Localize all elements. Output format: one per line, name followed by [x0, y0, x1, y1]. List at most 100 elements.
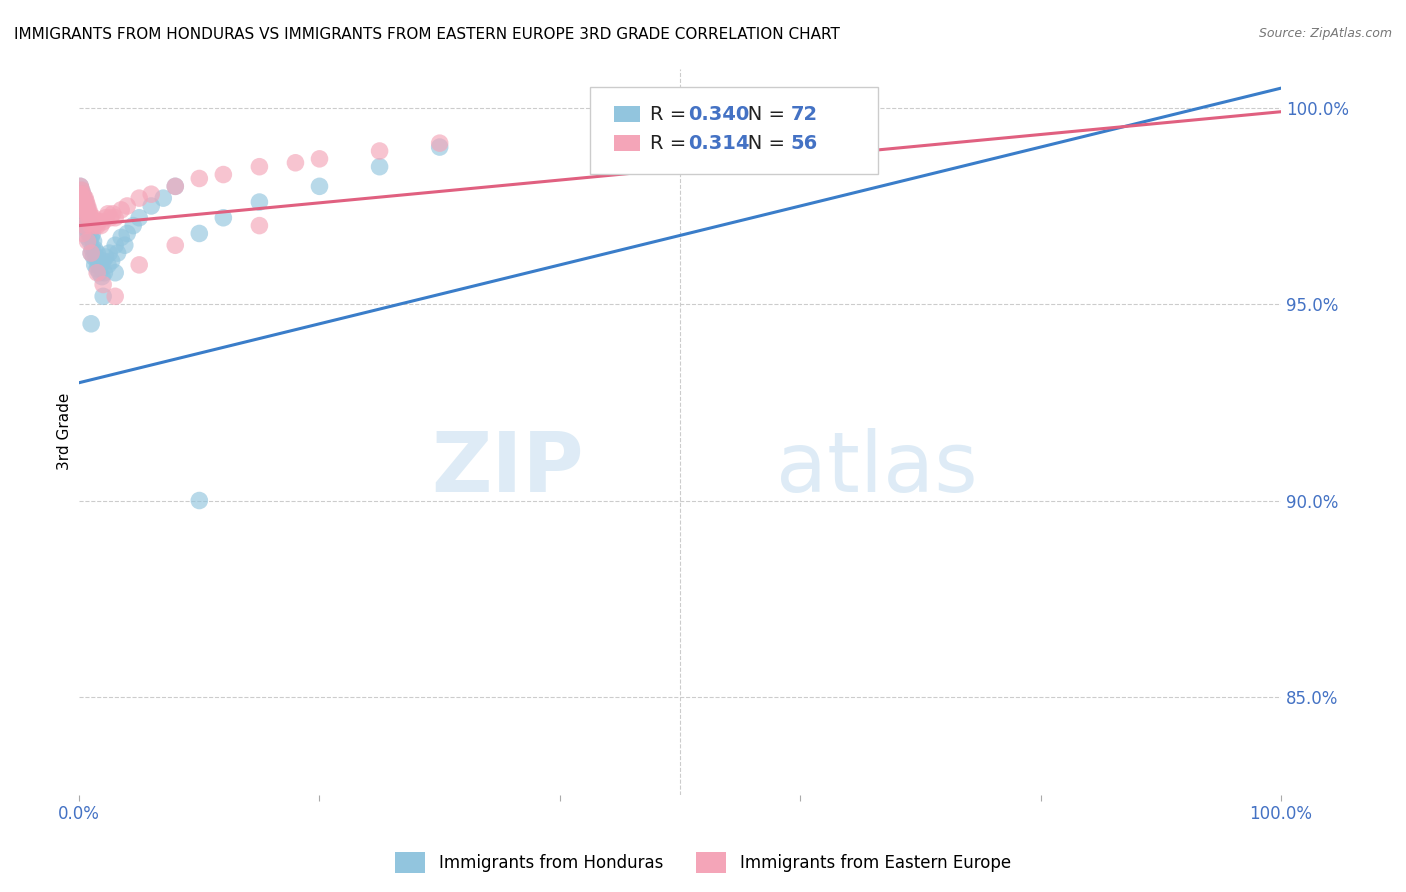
- Point: [91, 269, 114, 284]
- Point: [83, 242, 105, 256]
- Point: [80, 317, 103, 331]
- Text: 0.340: 0.340: [689, 104, 749, 124]
- Point: [165, 238, 187, 252]
- Point: [72, 211, 94, 225]
- Point: [429, 136, 451, 150]
- Point: [79, 207, 101, 221]
- Point: [73, 199, 96, 213]
- Point: [82, 242, 104, 256]
- Point: [188, 493, 211, 508]
- Point: [73, 199, 96, 213]
- Point: [86, 261, 108, 276]
- Text: R =: R =: [650, 104, 693, 124]
- Text: atlas: atlas: [776, 427, 979, 508]
- Point: [72, 202, 94, 217]
- Point: [91, 289, 114, 303]
- Point: [79, 235, 101, 249]
- Point: [429, 140, 451, 154]
- Point: [83, 219, 105, 233]
- Point: [75, 199, 97, 213]
- Point: [308, 179, 330, 194]
- Point: [165, 179, 187, 194]
- Point: [76, 235, 98, 249]
- Point: [98, 246, 121, 260]
- Point: [86, 246, 108, 260]
- Point: [165, 179, 187, 194]
- Point: [83, 235, 105, 249]
- Point: [69, 179, 91, 194]
- Point: [72, 187, 94, 202]
- Point: [97, 258, 120, 272]
- Point: [115, 227, 138, 241]
- Point: [90, 219, 112, 233]
- Point: [247, 195, 270, 210]
- Point: [75, 211, 97, 225]
- Bar: [614, 136, 640, 152]
- Point: [247, 160, 270, 174]
- Point: [91, 254, 114, 268]
- Point: [73, 191, 96, 205]
- FancyBboxPatch shape: [591, 87, 879, 174]
- Point: [94, 211, 117, 225]
- Point: [76, 202, 98, 217]
- Bar: [614, 106, 640, 122]
- Point: [82, 215, 104, 229]
- Point: [79, 222, 101, 236]
- Point: [128, 258, 150, 272]
- Point: [90, 258, 112, 272]
- Point: [83, 258, 105, 272]
- Point: [72, 195, 94, 210]
- Point: [75, 219, 97, 233]
- Legend: Immigrants from Honduras, Immigrants from Eastern Europe: Immigrants from Honduras, Immigrants fro…: [388, 846, 1018, 880]
- Point: [141, 187, 163, 202]
- Point: [104, 238, 127, 252]
- Point: [80, 211, 103, 225]
- Point: [122, 219, 145, 233]
- Point: [77, 227, 100, 241]
- Point: [73, 215, 96, 229]
- Point: [86, 219, 108, 233]
- Point: [188, 227, 211, 241]
- Text: R =: R =: [650, 134, 693, 153]
- Point: [94, 250, 117, 264]
- Point: [76, 207, 98, 221]
- Point: [104, 289, 127, 303]
- Point: [110, 202, 132, 217]
- Point: [70, 207, 93, 221]
- Point: [76, 230, 98, 244]
- Point: [188, 171, 211, 186]
- Point: [80, 230, 103, 244]
- Point: [75, 202, 97, 217]
- Point: [70, 211, 93, 225]
- Point: [75, 202, 97, 217]
- Point: [80, 219, 103, 233]
- Point: [82, 227, 104, 241]
- Point: [77, 211, 100, 225]
- Point: [70, 199, 93, 213]
- Point: [72, 202, 94, 217]
- Point: [70, 183, 93, 197]
- Point: [97, 207, 120, 221]
- Point: [72, 187, 94, 202]
- Point: [100, 254, 122, 268]
- Point: [76, 199, 98, 213]
- Point: [75, 199, 97, 213]
- Text: IMMIGRANTS FROM HONDURAS VS IMMIGRANTS FROM EASTERN EUROPE 3RD GRADE CORRELATION: IMMIGRANTS FROM HONDURAS VS IMMIGRANTS F…: [14, 27, 839, 42]
- Point: [83, 211, 105, 225]
- Point: [70, 191, 93, 205]
- Point: [75, 219, 97, 233]
- Text: 0.314: 0.314: [689, 134, 749, 153]
- Text: ZIP: ZIP: [432, 427, 583, 508]
- Point: [368, 144, 391, 158]
- Point: [69, 179, 91, 194]
- Point: [247, 219, 270, 233]
- Point: [104, 211, 127, 225]
- Point: [84, 215, 107, 229]
- Point: [93, 266, 115, 280]
- Point: [91, 215, 114, 229]
- Y-axis label: 3rd Grade: 3rd Grade: [58, 393, 72, 470]
- Point: [77, 215, 100, 229]
- Point: [76, 219, 98, 233]
- Point: [72, 195, 94, 210]
- Point: [70, 191, 93, 205]
